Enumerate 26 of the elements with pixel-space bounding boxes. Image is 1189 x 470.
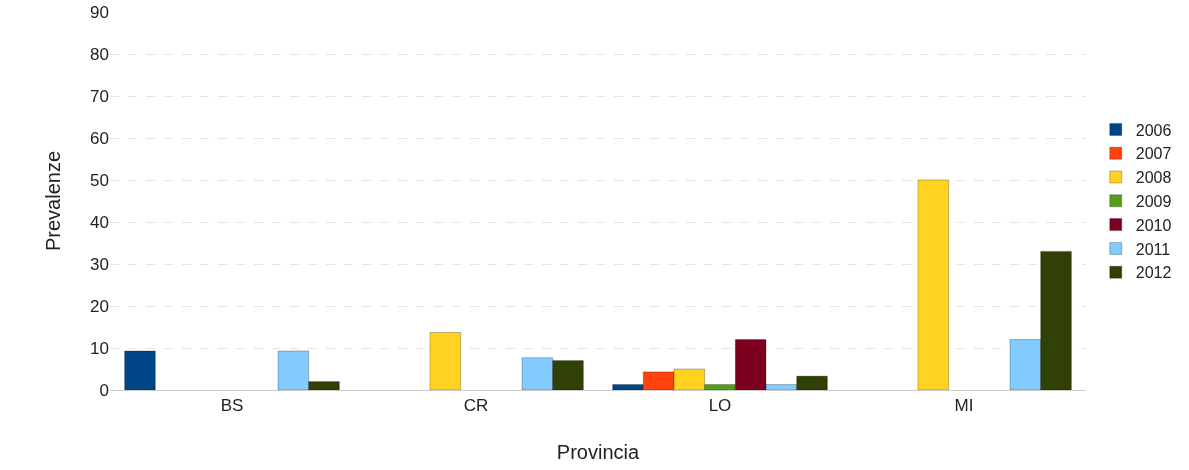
bar xyxy=(429,331,462,390)
y-tick-label: 80 xyxy=(90,44,109,64)
y-tick-label: 0 xyxy=(99,380,109,400)
x-axis-title: Provincia xyxy=(556,440,640,463)
y-tick-label: 70 xyxy=(90,86,109,106)
y-tick-label: 30 xyxy=(90,254,109,274)
bar xyxy=(124,350,156,390)
legend-label: 2012 xyxy=(1135,264,1172,282)
y-axis-title: Prevalenze xyxy=(42,150,64,252)
legend-label: 2009 xyxy=(1135,193,1172,211)
y-tick-label: 50 xyxy=(90,170,109,190)
legend-label: 2008 xyxy=(1135,169,1172,187)
x-tick-label: CR xyxy=(463,396,489,416)
y-tick-label: 20 xyxy=(90,296,109,316)
y-tick-label: 60 xyxy=(90,128,109,148)
legend-label: 2006 xyxy=(1135,121,1172,139)
legend-label: 2007 xyxy=(1135,145,1172,163)
x-tick-label: BS xyxy=(220,396,244,416)
legend-label: 2011 xyxy=(1135,240,1171,258)
y-tick-label: 40 xyxy=(90,212,109,232)
x-tick-label: LO xyxy=(708,396,732,416)
y-tick-label: 90 xyxy=(90,2,109,22)
bar xyxy=(917,179,950,390)
x-tick-label: MI xyxy=(954,396,974,416)
y-tick-label: 10 xyxy=(90,338,109,358)
legend-label: 2010 xyxy=(1135,216,1172,234)
